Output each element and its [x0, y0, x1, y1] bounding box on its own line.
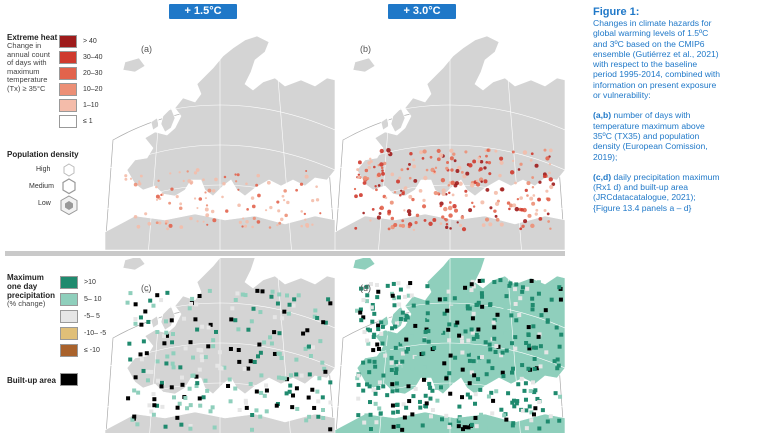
heat-swatch	[59, 114, 77, 128]
pop-hexagon-icons	[60, 163, 78, 216]
pop-medium-label: Medium	[29, 183, 54, 190]
heat-item: 30–40	[59, 49, 102, 65]
heat-item-label: 30–40	[83, 53, 103, 61]
precip-item-label: -5– 5	[84, 313, 100, 320]
figure-intro-line: period 1995-2014, combined with	[593, 69, 721, 80]
figure-ab-line: temperature maximum above	[593, 120, 705, 131]
header-1-5c: + 1.5°C	[169, 4, 237, 19]
precip-item: 5– 10	[60, 291, 106, 308]
figure-intro-line: ensemble (Gutiérrez et al., 2021)	[593, 48, 719, 59]
heat-item-label: 20–30	[83, 69, 103, 77]
heat-item-label: ≤ 1	[83, 117, 93, 125]
figure-cd: (c,d) daily precipitation maximum (Rx1 d…	[593, 172, 768, 213]
heat-legend-swatches: > 40 30–40 20–30 10–20 1–10 ≤ 1	[59, 33, 102, 129]
map-b	[335, 35, 565, 250]
heat-swatch	[59, 66, 77, 80]
precip-swatch	[60, 276, 78, 289]
figure-cd-line: {Figure 13.4 panels a – d}	[593, 202, 692, 213]
heat-swatch	[59, 50, 77, 64]
figure-intro-line: Changes in climate hazards for	[593, 18, 712, 28]
heat-item-label: 10–20	[83, 85, 103, 93]
pop-low-label: Low	[38, 200, 51, 207]
precip-legend-swatches: >10 5– 10 -5– 5 -10– -5 ≤ -10	[60, 274, 106, 359]
heat-legend-subtitle-5: (Tx) ≥ 35°C	[7, 83, 46, 93]
hex-medium-icon	[62, 178, 76, 195]
heat-legend: Extreme heat Change in annual count of d…	[7, 33, 62, 93]
header-3-0c: + 3.0°C	[388, 4, 456, 19]
precip-item-label: -10– -5	[84, 330, 107, 337]
precip-item-label: >10	[84, 279, 96, 286]
heat-legend-subtitle-4: temperature	[7, 75, 48, 84]
builtup-swatch	[60, 373, 78, 386]
figure-cd-label: (c,d)	[593, 171, 612, 182]
heat-item-label: > 40	[83, 37, 97, 45]
precip-legend-title-0: Maximum	[7, 273, 44, 282]
precip-legend-subtitle: (% change)	[7, 299, 46, 308]
figure-cd-line: daily precipitation maximum	[613, 171, 720, 182]
figure-intro-line: or vulnerability:	[593, 90, 651, 101]
heat-item: 10–20	[59, 81, 102, 97]
figure-intro-line: information on present exposure	[593, 79, 717, 90]
figure-intro-line: and 3ºC based on the CMIP6	[593, 38, 705, 49]
heat-swatch	[59, 98, 77, 112]
precip-legend-title-1: one day	[7, 282, 38, 291]
precip-swatch	[60, 293, 78, 306]
heat-legend-subtitle-1: annual count	[7, 49, 50, 59]
heat-legend-subtitle-3: maximum	[7, 66, 40, 76]
panel-label-c: (c)	[141, 283, 152, 293]
map-d	[335, 258, 565, 433]
panel-label-b: (b)	[360, 44, 371, 54]
pop-high-label: High	[36, 166, 51, 173]
figure-ab-line: 35ºC (TX35) and population	[593, 130, 700, 141]
panel-label-d: (d)	[360, 283, 371, 293]
heat-item: 1–10	[59, 97, 102, 113]
panel-label-a: (a)	[141, 44, 152, 54]
section-separator	[5, 251, 565, 256]
figure-ab-line: density (European Comission,	[593, 141, 708, 152]
heat-legend-subtitle-0: Change in	[7, 41, 42, 50]
figure-cd-line: (JRCdatacatalogue, 2021);	[593, 192, 696, 203]
figure-cd-line: (Rx1 d) and built-up area	[593, 182, 689, 193]
figure-intro: Changes in climate hazards for global wa…	[593, 18, 768, 100]
precip-item-label: ≤ -10	[84, 347, 100, 354]
heat-item-label: 1–10	[83, 101, 99, 109]
precip-swatch	[60, 310, 78, 323]
figure-ab-line: number of days with	[613, 110, 691, 121]
figure-caption: Figure 1: Changes in climate hazards for…	[593, 6, 768, 213]
heat-item: 20–30	[59, 65, 102, 81]
figure-intro-line: global warming levels of 1.5ºC	[593, 28, 709, 39]
heat-swatch	[59, 82, 77, 96]
heat-item: > 40	[59, 33, 102, 49]
hex-high-icon	[63, 163, 75, 177]
builtup-legend-label: Built-up area	[7, 376, 56, 385]
precip-item-label: 5– 10	[84, 296, 102, 303]
figure-title: Figure 1:	[593, 6, 640, 18]
figure-intro-line: with respect to the baseline	[593, 59, 698, 70]
precip-item: -5– 5	[60, 308, 106, 325]
heat-legend-title: Extreme heat	[7, 33, 58, 42]
heat-item: ≤ 1	[59, 113, 102, 129]
figure-ab-line: 2019);	[593, 151, 618, 162]
precip-swatch	[60, 327, 78, 340]
pop-legend-title: Population density	[7, 150, 79, 159]
map-c	[105, 258, 335, 433]
precip-item: -10– -5	[60, 325, 106, 342]
heat-swatch	[59, 34, 77, 48]
precip-item: >10	[60, 274, 106, 291]
map-a	[105, 35, 335, 250]
precip-item: ≤ -10	[60, 342, 106, 359]
heat-legend-subtitle-2: of days with	[7, 58, 47, 67]
figure-ab-label: (a,b)	[593, 110, 612, 121]
precip-swatch	[60, 344, 78, 357]
figure-ab: (a,b) number of days with temperature ma…	[593, 110, 768, 161]
precip-legend-title-2: precipitation	[7, 291, 56, 300]
precip-legend: Maximum one day precipitation (% change)	[7, 273, 62, 309]
